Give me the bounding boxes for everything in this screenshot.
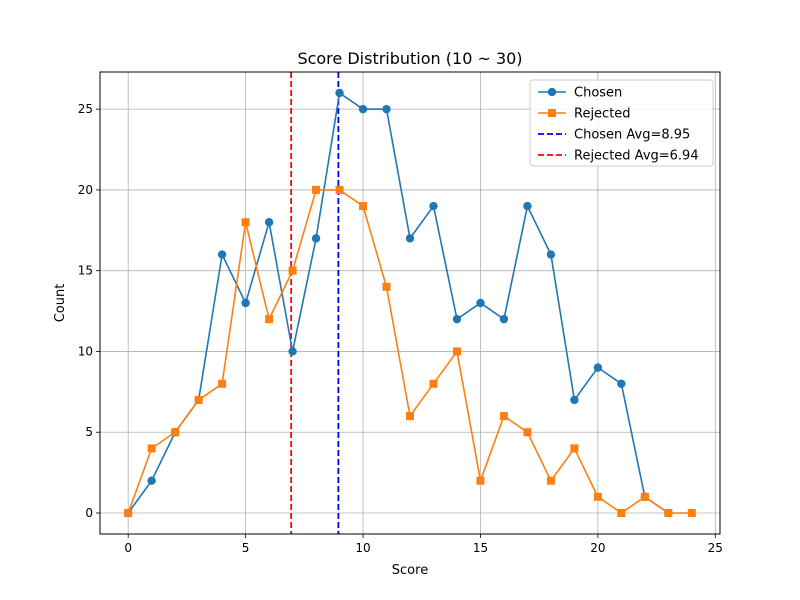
- y-tick-label: 15: [78, 264, 93, 278]
- data-point: [617, 379, 626, 388]
- data-point: [264, 218, 274, 227]
- data-point: [382, 282, 391, 291]
- data-point: [147, 476, 156, 485]
- y-tick-label: 25: [78, 102, 93, 116]
- legend-swatch-marker: [547, 87, 557, 97]
- data-point: [405, 234, 415, 243]
- data-point: [452, 314, 462, 324]
- x-tick-label: 25: [708, 541, 723, 555]
- legend-box: [529, 79, 714, 167]
- x-tick-label: 0: [124, 541, 132, 555]
- y-axis-label: Count: [53, 284, 68, 323]
- data-point: [570, 444, 579, 453]
- data-point: [241, 218, 250, 227]
- legend-label: Chosen: [574, 86, 622, 101]
- data-point: [570, 395, 579, 405]
- x-tick-label: 15: [473, 541, 488, 555]
- data-point: [546, 476, 555, 485]
- data-point: [687, 509, 696, 517]
- data-point: [359, 202, 368, 211]
- chart-title: Score Distribution (10 ~ 30): [297, 49, 522, 68]
- data-point: [382, 104, 391, 114]
- series-lines: [123, 88, 696, 518]
- y-tick-label: 0: [85, 506, 93, 520]
- data-point: [499, 412, 508, 421]
- average-lines: [290, 72, 340, 534]
- data-point: [523, 201, 532, 211]
- data-point: [288, 347, 297, 356]
- data-point: [617, 509, 626, 517]
- data-point: [499, 314, 509, 324]
- y-tick-label: 5: [85, 425, 93, 439]
- data-point: [452, 347, 461, 356]
- data-point: [312, 185, 321, 194]
- data-point: [218, 379, 227, 388]
- data-point: [593, 492, 602, 501]
- data-point: [664, 509, 673, 517]
- plot-frame: [99, 71, 721, 535]
- data-point: [476, 298, 485, 308]
- data-point: [335, 185, 344, 194]
- data-point: [335, 88, 344, 98]
- data-point: [476, 476, 485, 485]
- data-point: [241, 298, 250, 308]
- legend: Chosen Rejected Chosen Avg=8.95 Rejected Av…: [529, 79, 714, 167]
- data-point: [288, 266, 297, 275]
- data-point: [217, 250, 227, 259]
- data-point: [265, 315, 274, 324]
- series-line: [127, 91, 669, 514]
- x-axis-label: Score: [392, 563, 428, 578]
- y-tick-label: 10: [78, 344, 93, 358]
- data-point: [429, 379, 438, 388]
- legend-label: Chosen Avg=8.95: [574, 128, 690, 143]
- data-point: [640, 492, 649, 501]
- legend-label: Rejected: [574, 107, 631, 122]
- data-point: [147, 444, 156, 453]
- x-tick-label: 5: [242, 541, 250, 555]
- data-point: [593, 363, 603, 372]
- legend-label: Rejected Avg=6.94: [574, 149, 699, 164]
- x-tick-label: 20: [590, 541, 605, 555]
- data-point: [429, 201, 438, 211]
- legend-swatch-marker: [548, 109, 556, 117]
- y-tick-label: 20: [78, 183, 93, 197]
- data-point: [523, 428, 532, 437]
- data-point: [124, 509, 133, 517]
- data-point: [194, 395, 203, 404]
- data-point: [546, 250, 556, 259]
- x-axis-ticks: 0 5 10 15 20 25: [124, 534, 723, 555]
- data-point: [171, 428, 180, 437]
- x-tick-label: 10: [355, 541, 370, 555]
- y-axis-ticks: 0 5 10 15 20 25: [78, 102, 100, 520]
- data-point: [406, 412, 414, 421]
- data-point: [311, 234, 321, 243]
- data-point: [358, 104, 368, 114]
